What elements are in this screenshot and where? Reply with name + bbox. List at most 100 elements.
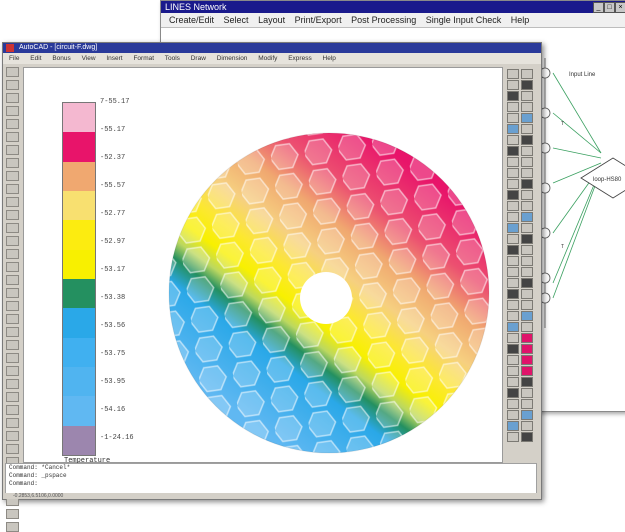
tool-button[interactable] xyxy=(6,366,19,376)
menu-bonus[interactable]: Bonus xyxy=(52,55,71,62)
tool-button[interactable] xyxy=(6,262,19,272)
tool-button[interactable] xyxy=(507,311,519,321)
tool-button[interactable] xyxy=(6,301,19,311)
tool-button[interactable] xyxy=(6,275,19,285)
tool-button[interactable] xyxy=(521,322,533,332)
tool-button[interactable] xyxy=(521,179,533,189)
tool-button[interactable] xyxy=(6,340,19,350)
tool-button[interactable] xyxy=(6,236,19,246)
tool-button[interactable] xyxy=(6,314,19,324)
tool-button[interactable] xyxy=(507,113,519,123)
tool-button[interactable] xyxy=(507,201,519,211)
tool-button[interactable] xyxy=(507,333,519,343)
tool-button[interactable] xyxy=(507,135,519,145)
tool-button[interactable] xyxy=(6,379,19,389)
tool-button[interactable] xyxy=(521,80,533,90)
tool-button[interactable] xyxy=(521,267,533,277)
tool-button[interactable] xyxy=(521,201,533,211)
tool-button[interactable] xyxy=(507,278,519,288)
menu-file[interactable]: File xyxy=(9,55,20,62)
tool-button[interactable] xyxy=(521,135,533,145)
tool-button[interactable] xyxy=(521,311,533,321)
tool-button[interactable] xyxy=(6,509,19,519)
menu-dimension[interactable]: Dimension xyxy=(216,55,248,62)
tool-button[interactable] xyxy=(507,300,519,310)
tool-button[interactable] xyxy=(507,102,519,112)
menu-create-edit[interactable]: Create/Edit xyxy=(169,15,215,25)
menu-insert[interactable]: Insert xyxy=(106,55,123,62)
tool-button[interactable] xyxy=(6,158,19,168)
tool-button[interactable] xyxy=(507,245,519,255)
tool-button[interactable] xyxy=(507,168,519,178)
tool-button[interactable] xyxy=(6,132,19,142)
tool-button[interactable] xyxy=(521,245,533,255)
tool-button[interactable] xyxy=(521,113,533,123)
tool-button[interactable] xyxy=(507,432,519,442)
tool-button[interactable] xyxy=(521,399,533,409)
tool-button[interactable] xyxy=(521,256,533,266)
tool-button[interactable] xyxy=(6,249,19,259)
tool-button[interactable] xyxy=(6,431,19,441)
tool-button[interactable] xyxy=(507,344,519,354)
tool-button[interactable] xyxy=(6,184,19,194)
tool-button[interactable] xyxy=(507,234,519,244)
menu-edit[interactable]: Edit xyxy=(30,55,42,62)
tool-button[interactable] xyxy=(521,146,533,156)
tool-button[interactable] xyxy=(507,366,519,376)
tool-button[interactable] xyxy=(507,146,519,156)
tool-button[interactable] xyxy=(507,157,519,167)
tool-button[interactable] xyxy=(521,124,533,134)
tool-button[interactable] xyxy=(507,399,519,409)
tool-button[interactable] xyxy=(507,355,519,365)
drawing-canvas[interactable]: 7-55.17 -55.17 -52.37 -55.57 -52.77 -52.… xyxy=(23,67,503,465)
tool-button[interactable] xyxy=(6,119,19,129)
tool-button[interactable] xyxy=(6,223,19,233)
tool-button[interactable] xyxy=(521,377,533,387)
tool-button[interactable] xyxy=(507,322,519,332)
tool-button[interactable] xyxy=(6,288,19,298)
tool-button[interactable] xyxy=(521,432,533,442)
tool-button[interactable] xyxy=(507,124,519,134)
tool-button[interactable] xyxy=(507,289,519,299)
tool-button[interactable] xyxy=(521,102,533,112)
tool-button[interactable] xyxy=(507,190,519,200)
tool-button[interactable] xyxy=(521,388,533,398)
tool-button[interactable] xyxy=(507,91,519,101)
menu-layout[interactable]: Layout xyxy=(258,15,286,25)
menu-select[interactable]: Select xyxy=(223,15,249,25)
command-console[interactable]: Command: *Cancel* Command: _pspace Comma… xyxy=(5,463,537,495)
tool-button[interactable] xyxy=(521,234,533,244)
tool-button[interactable] xyxy=(521,278,533,288)
close-button[interactable]: × xyxy=(615,2,625,13)
tool-button[interactable] xyxy=(6,171,19,181)
tool-button[interactable] xyxy=(521,168,533,178)
tool-button[interactable] xyxy=(521,223,533,233)
tool-button[interactable] xyxy=(521,421,533,431)
tool-button[interactable] xyxy=(521,190,533,200)
tool-button[interactable] xyxy=(507,179,519,189)
tool-button[interactable] xyxy=(6,93,19,103)
tool-button[interactable] xyxy=(521,91,533,101)
menu-modify[interactable]: Modify xyxy=(258,55,278,62)
tool-button[interactable] xyxy=(507,410,519,420)
tool-button[interactable] xyxy=(521,366,533,376)
tool-button[interactable] xyxy=(521,344,533,354)
tool-button[interactable] xyxy=(507,223,519,233)
tool-button[interactable] xyxy=(507,388,519,398)
tool-button[interactable] xyxy=(521,300,533,310)
tool-button[interactable] xyxy=(521,157,533,167)
tool-button[interactable] xyxy=(521,69,533,79)
tool-button[interactable] xyxy=(521,212,533,222)
menu-help[interactable]: Help xyxy=(322,55,336,62)
tool-button[interactable] xyxy=(521,289,533,299)
tool-button[interactable] xyxy=(6,197,19,207)
minimize-button[interactable]: _ xyxy=(593,2,604,13)
menu-express[interactable]: Express xyxy=(288,55,312,62)
tool-button[interactable] xyxy=(521,410,533,420)
tool-button[interactable] xyxy=(6,80,19,90)
tool-button[interactable] xyxy=(507,69,519,79)
menu-help[interactable]: Help xyxy=(510,15,530,25)
tool-button[interactable] xyxy=(507,421,519,431)
tool-button[interactable] xyxy=(507,256,519,266)
tool-button[interactable] xyxy=(6,444,19,454)
